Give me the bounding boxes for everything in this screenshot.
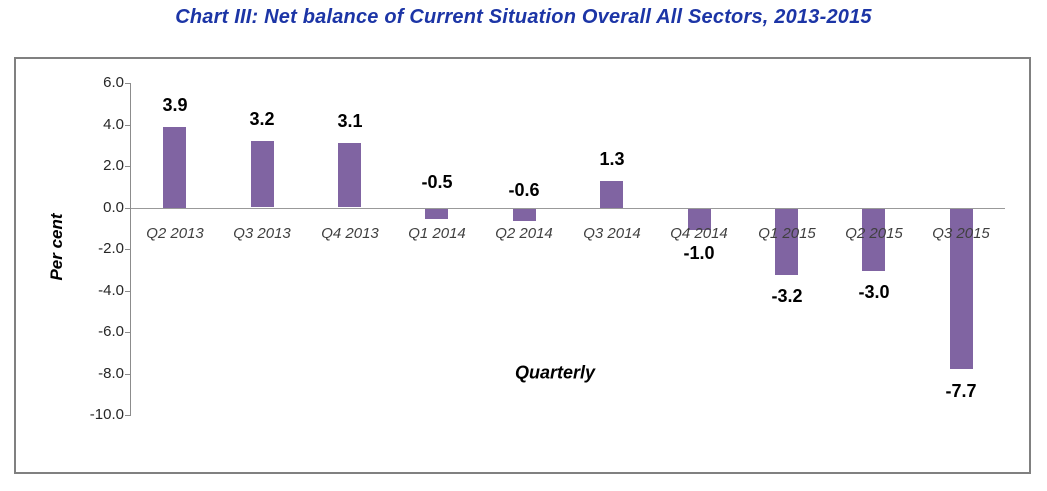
bar [950,209,973,369]
category-label: Q4 2013 [321,225,379,242]
y-tick-label: -8.0 [98,365,124,382]
category-label: Q3 2014 [583,225,641,242]
bar [163,127,186,208]
category-label: Q3 2015 [932,225,990,242]
y-tick-label: -2.0 [98,240,124,257]
value-label: 3.9 [162,95,188,115]
y-axis-tick [125,249,131,250]
y-tick-label: -10.0 [89,406,124,423]
value-label: -7.7 [945,381,977,401]
chart-title: Chart III: Net balance of Current Situat… [175,6,872,28]
y-axis-tick [125,83,131,84]
value-label: -1.0 [683,243,715,263]
y-axis-tick [125,166,131,167]
y-axis-tick [125,374,131,375]
value-label: 1.3 [599,149,625,169]
value-label: 3.2 [249,109,275,129]
y-axis-tick [125,332,131,333]
bar [338,143,361,207]
x-axis-line [131,208,1005,209]
bar [688,209,711,230]
y-tick-label: 2.0 [103,157,124,174]
bar [251,141,274,207]
category-label: Q2 2015 [845,225,903,242]
value-label: -0.6 [508,180,540,200]
value-label: -3.2 [771,286,803,306]
y-tick-label: 6.0 [103,74,124,91]
bar [775,209,798,275]
y-axis-tick [125,415,131,416]
x-axis-title: Quarterly [514,362,596,383]
y-tick-label: 4.0 [103,116,124,133]
y-tick-label: 0.0 [103,199,124,216]
category-label: Q1 2015 [758,225,816,242]
y-axis-tick [125,125,131,126]
category-label: Q2 2014 [495,225,553,242]
category-label: Q3 2013 [233,225,291,242]
y-axis-tick [125,208,131,209]
bar [513,209,536,221]
value-label: 3.1 [337,111,363,131]
y-tick-label: -6.0 [98,323,124,340]
y-tick-label: -4.0 [98,282,124,299]
value-label: -0.5 [421,172,453,192]
bar [862,209,885,271]
value-label: -3.0 [858,282,890,302]
category-label: Q1 2014 [408,225,466,242]
chart-frame [14,57,1031,474]
bar [600,181,623,208]
category-label: Q2 2013 [146,225,204,242]
bar [425,209,448,219]
category-label: Q4 2014 [670,225,728,242]
y-axis-tick [125,291,131,292]
